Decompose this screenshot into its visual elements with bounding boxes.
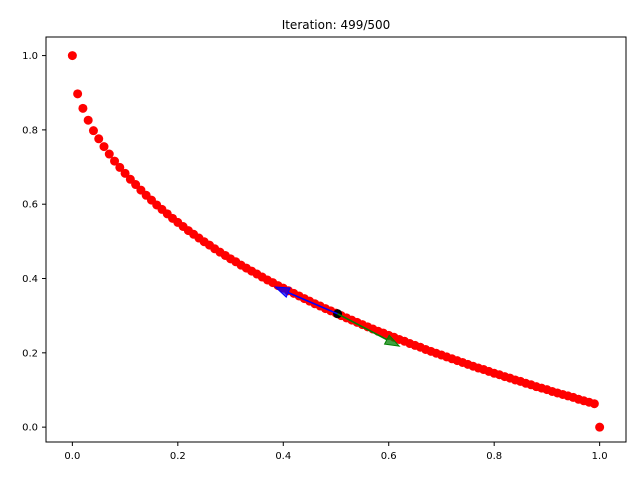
y-tick-label: 0.4 xyxy=(22,274,38,285)
x-tick-label: 1.0 xyxy=(592,451,608,462)
y-tick-label: 1.0 xyxy=(22,51,38,62)
y-tick-label: 0.8 xyxy=(22,125,38,136)
data-point xyxy=(595,422,605,432)
direction-arrow-blue xyxy=(273,286,338,315)
data-point xyxy=(78,103,88,113)
y-tick-label: 0.0 xyxy=(22,423,38,434)
y-tick-label: 0.2 xyxy=(22,348,38,359)
x-tick-label: 0.2 xyxy=(170,451,186,462)
data-point xyxy=(73,89,83,99)
data-point xyxy=(83,115,93,125)
plot-area xyxy=(67,51,605,432)
data-point xyxy=(67,51,77,61)
data-point xyxy=(94,134,104,144)
x-tick-label: 0.0 xyxy=(64,451,80,462)
y-axis: 0.0 0.2 0.4 0.6 0.8 1.0 xyxy=(22,51,46,434)
y-tick-label: 0.6 xyxy=(22,200,38,211)
x-tick-label: 0.8 xyxy=(486,451,502,462)
data-point xyxy=(99,142,109,152)
data-point xyxy=(589,399,599,409)
direction-arrow-green xyxy=(337,313,401,347)
data-point xyxy=(110,156,120,166)
data-point xyxy=(104,149,114,159)
data-point xyxy=(115,162,125,172)
chart-title: Iteration: 499/500 xyxy=(282,18,391,32)
data-point xyxy=(88,126,98,136)
x-tick-label: 0.6 xyxy=(381,451,397,462)
x-axis: 0.0 0.2 0.4 0.6 0.8 1.0 xyxy=(64,442,608,462)
x-tick-label: 0.4 xyxy=(275,451,291,462)
plot-frame xyxy=(45,36,627,443)
data-point xyxy=(120,168,130,178)
